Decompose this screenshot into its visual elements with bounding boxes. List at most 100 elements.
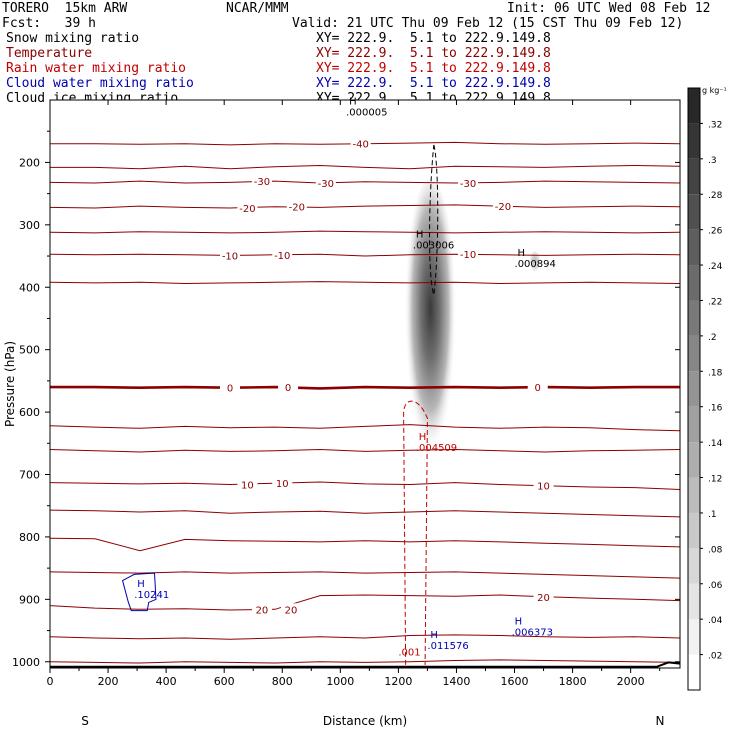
colorbar-unit: g kg⁻¹	[702, 86, 727, 95]
colorbar-tick-label: .16	[708, 404, 723, 414]
isotherm-label-bg	[220, 381, 240, 394]
field-xy-temperature: XY= 222.9. 5.1 to 222.9.149.8	[316, 46, 551, 61]
isotherm-label: 20	[256, 605, 269, 616]
isotherm-label: 20	[537, 593, 550, 604]
field-xy-snow: XY= 222.9. 5.1 to 222.9.149.8	[316, 31, 551, 46]
snow-shading	[404, 178, 457, 469]
colorbar-segment	[688, 88, 700, 124]
extremum-value: .006373	[512, 627, 553, 638]
extremum-symbol: H	[419, 432, 427, 443]
isotherm-line	[49, 537, 681, 552]
x-tick-label: 600	[214, 675, 235, 688]
y-tick-label: 400	[19, 281, 40, 294]
colorbar-segment	[688, 265, 700, 301]
isotherm-label: -30	[460, 179, 476, 190]
field-label-temperature: Temperature	[6, 46, 93, 61]
isotherm-line	[50, 385, 680, 390]
isotherm-label: 10	[276, 479, 289, 490]
x-tick-label: 1200	[384, 675, 412, 688]
isotherm-label-bg	[533, 479, 554, 492]
init-time: Init: 06 UTC Wed 08 Feb 12	[507, 1, 711, 16]
colorbar-tick-label: .02	[708, 652, 722, 662]
colorbar-segment	[688, 371, 700, 407]
colorbar-segment	[688, 229, 700, 266]
y-tick-label: 1000	[12, 656, 40, 669]
cloud-ice-contour	[429, 144, 439, 295]
isotherm-label-bg	[278, 381, 299, 394]
y-axis-title: Pressure (hPa)	[3, 341, 17, 427]
field-label-rain: Rain water mixing ratio	[6, 61, 187, 76]
isotherm-label-bg	[237, 478, 258, 491]
cloud-water-contour	[121, 572, 157, 612]
extremum-value: .011576	[427, 641, 468, 652]
isotherm-label: -20	[239, 204, 255, 215]
model-title: TORERO 15km ARW	[2, 1, 128, 16]
colorbar-tick-label: .1	[708, 510, 717, 520]
isotherm-label: 10	[537, 482, 550, 493]
isotherm-label-bg	[315, 177, 336, 190]
colorbar-segment	[688, 406, 700, 443]
extremum-symbol: H	[416, 229, 424, 240]
isotherm-line	[49, 571, 681, 579]
colorbar-segment	[688, 123, 700, 159]
y-tick-label: 200	[19, 156, 40, 169]
colorbar-segment	[688, 477, 700, 513]
south-label: S	[81, 714, 89, 728]
x-tick-label: 1600	[501, 675, 529, 688]
isotherm-label: -20	[289, 203, 305, 214]
y-tick-label: 300	[19, 219, 40, 232]
isotherm-layer	[49, 141, 681, 668]
colorbar-segment	[688, 654, 700, 690]
extremum-value: .003006	[413, 240, 454, 251]
isotherm-label-bg	[458, 177, 479, 190]
extremum-value: .000894	[515, 259, 556, 270]
isotherm-line	[49, 634, 681, 640]
isotherm-label-bg	[237, 201, 258, 214]
isotherm-label: -20	[495, 202, 511, 213]
isotherm-label-bg	[350, 137, 371, 150]
snow-shading-secondary	[528, 250, 541, 275]
x-tick-label: 2000	[617, 675, 645, 688]
isotherm-label-bg	[272, 248, 293, 261]
colorbar-tick-label: .32	[708, 120, 722, 130]
extremum-symbol: H	[430, 630, 438, 641]
colorbar-tick-label: .04	[708, 616, 723, 626]
isotherm-label-bg	[220, 249, 240, 262]
extremum-symbol: H	[515, 616, 523, 627]
colorbar-segment	[688, 548, 700, 584]
extremum-value: .004509	[416, 443, 457, 454]
colorbar-segment	[688, 158, 700, 195]
colorbar-segment	[688, 512, 700, 549]
extremum-value: .001	[398, 647, 420, 658]
colorbar-segment	[688, 442, 700, 478]
isotherm-label-bg	[251, 603, 272, 616]
colorbar-tick-label: .22	[708, 297, 722, 307]
isotherm-line	[49, 230, 681, 234]
north-label: N	[656, 714, 665, 728]
isotherm-label: -10	[222, 251, 238, 262]
dashed-contour-layer	[121, 144, 439, 665]
isotherm-label-bg	[286, 200, 307, 213]
colorbar-tick-label: .26	[708, 227, 723, 237]
isotherm-label: -30	[254, 177, 270, 188]
colorbar-tick-label: .28	[708, 191, 723, 201]
center-title: NCAR/MMM	[226, 1, 289, 16]
isotherm-label-bg	[492, 200, 513, 213]
extremum-value: .10241	[134, 590, 169, 601]
colorbar: .02 .04 .06 .08 .1 .12 .14 .16 .18 .2 .22 .24 .26 .28…	[687, 86, 727, 691]
isotherm-label: -10	[274, 251, 290, 262]
y-tick-label: 900	[19, 593, 40, 606]
x-tick-label: 0	[47, 675, 54, 688]
extremum-symbol: H	[518, 248, 526, 259]
plot-frame	[49, 99, 681, 669]
colorbar-tick-label: .24	[708, 262, 723, 272]
y-tick-label: 600	[19, 406, 40, 419]
isotherm-line	[49, 659, 681, 664]
colorbar-tick-label: .06	[708, 581, 723, 591]
label-layer: -40 -30 -30 -30 -20 -20 -20 -10 -10 -10 0 0 0 10 10 10 2…	[134, 96, 556, 658]
isotherm-line	[49, 481, 681, 490]
y-tick-label: 800	[19, 531, 40, 544]
colorbar-segment	[688, 335, 700, 372]
isotherm-label-bg	[533, 590, 554, 603]
